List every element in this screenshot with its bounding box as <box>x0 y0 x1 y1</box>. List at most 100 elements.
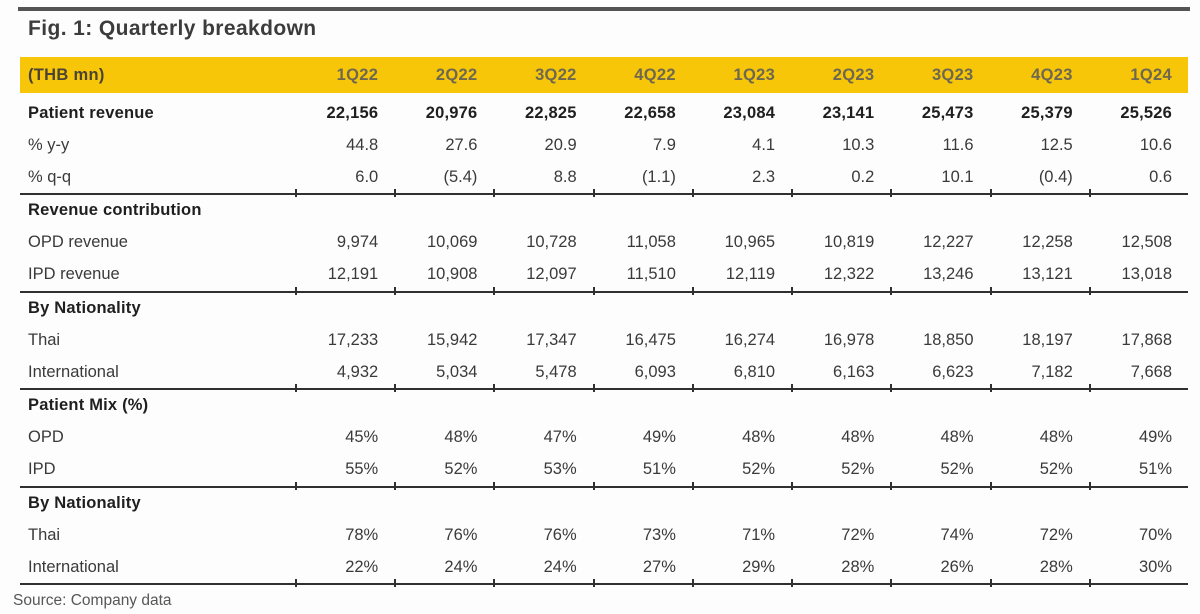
row-label: Patient revenue <box>28 104 154 122</box>
cell-value <box>394 292 493 325</box>
cell-value: (0.4) <box>989 161 1089 197</box>
cell-value: 71% <box>742 525 776 544</box>
cell-value: 16,475 <box>625 330 676 349</box>
cell-value <box>692 389 791 422</box>
cell-value: 55% <box>295 454 395 489</box>
cell-value: 48% <box>1039 428 1073 447</box>
column-header: 4Q23 <box>989 57 1089 93</box>
cell-value <box>791 292 890 325</box>
cell-value: 52% <box>691 454 792 489</box>
table-row: OPD revenue 9,974 10,069 10,728 11,058 10,965… <box>20 227 1188 260</box>
quarterly-breakdown-table-wrap: (THB mn) 1Q22 2Q22 3Q22 4Q22 1Q23 2Q23 3Q23 4Q2… <box>20 57 1188 587</box>
cell-value <box>593 194 692 227</box>
section-header-row: By Nationality <box>20 292 1188 325</box>
cell-value: 5,034 <box>394 356 494 392</box>
cell-value <box>990 389 1089 422</box>
cell-value: 52% <box>791 454 891 489</box>
cell-value: 12,191 <box>295 259 395 294</box>
cell-value <box>394 487 493 520</box>
cell-value: 23,084 <box>723 104 776 122</box>
table-row: International 4,932 5,034 5,478 6,093 6,810 6,… <box>20 356 1188 392</box>
unit-label: (THB mn) <box>20 57 295 93</box>
cell-value: 17,868 <box>1121 330 1172 349</box>
column-header: 3Q23 <box>890 57 990 93</box>
cell-value: 13,018 <box>1088 259 1188 294</box>
cell-value: 25,473 <box>921 104 974 122</box>
cell-value <box>394 389 493 422</box>
cell-value: 47% <box>543 428 577 447</box>
cell-value <box>791 487 890 520</box>
cell-value: 18,850 <box>923 330 974 349</box>
cell-value: 20,976 <box>425 104 478 122</box>
section-header-row: Revenue contribution <box>20 194 1188 227</box>
cell-value <box>295 194 394 227</box>
cell-value <box>493 194 592 227</box>
table-row: % q-q 6.0 (5.4) 8.8 (1.1) 2.3 0.2 10.1 (0.4) 0.6 <box>20 161 1188 197</box>
cell-value: 7,182 <box>989 356 1089 392</box>
cell-value <box>1089 389 1188 422</box>
cell-value: 25,526 <box>1120 104 1172 122</box>
cell-value: 12,258 <box>1022 233 1073 252</box>
column-header: 1Q24 <box>1088 57 1188 93</box>
cell-value <box>990 292 1089 325</box>
row-label: International <box>20 551 295 585</box>
row-label: By Nationality <box>28 493 141 512</box>
cell-value <box>593 487 692 520</box>
cell-value: (1.1) <box>592 161 692 197</box>
cell-value: 28% <box>791 551 891 587</box>
cell-value: 45% <box>345 428 379 447</box>
cell-value: 12,097 <box>493 259 593 294</box>
cell-value: 12,508 <box>1121 233 1172 252</box>
row-label: International <box>20 356 295 390</box>
cell-value: 16,274 <box>724 330 776 349</box>
cell-value: 70% <box>1138 525 1172 544</box>
cell-value: 10.6 <box>1139 135 1172 154</box>
cell-value: 10,069 <box>426 233 478 252</box>
cell-value <box>1089 292 1188 325</box>
cell-value: 12,322 <box>791 259 891 294</box>
cell-value: 51% <box>592 454 692 489</box>
top-rule <box>18 7 1190 11</box>
cell-value: 26% <box>890 551 990 587</box>
cell-value: 51% <box>1088 454 1188 489</box>
cell-value <box>295 292 394 325</box>
cell-value: 48% <box>444 428 478 447</box>
cell-value: 49% <box>642 428 676 447</box>
table-row: IPD 55% 52% 53% 51% 52% 52% 52% 52% 51% <box>20 454 1188 489</box>
cell-value <box>1089 194 1188 227</box>
cell-value <box>493 487 592 520</box>
cell-value: 48% <box>940 428 974 447</box>
cell-value <box>791 389 890 422</box>
row-label: Thai <box>28 330 61 349</box>
cell-value: 7.9 <box>652 135 676 154</box>
cell-value: 6.0 <box>295 161 395 197</box>
cell-value: (5.4) <box>394 161 494 197</box>
cell-value: 10.3 <box>842 135 875 154</box>
cell-value: 10.1 <box>890 161 990 197</box>
cell-value <box>890 292 989 325</box>
cell-value: 20.9 <box>544 135 577 154</box>
cell-value: 22,658 <box>624 104 676 122</box>
cell-value <box>394 194 493 227</box>
cell-value: 4,932 <box>295 356 395 392</box>
cell-value: 0.2 <box>791 161 891 197</box>
cell-value: 76% <box>543 525 577 544</box>
cell-value: 22% <box>295 551 395 587</box>
cell-value: 6,810 <box>691 356 792 392</box>
section-header-row: Patient Mix (%) <box>20 389 1188 422</box>
table-row: Thai 78% 76% 76% 73% 71% 72% 74% 72% 70% <box>20 519 1188 552</box>
cell-value: 2.3 <box>691 161 792 197</box>
row-label: Thai <box>28 525 61 544</box>
source-note: Source: Company data <box>13 592 172 609</box>
cell-value: 73% <box>642 525 676 544</box>
cell-value: 8.8 <box>493 161 593 197</box>
section-header-row: By Nationality <box>20 487 1188 520</box>
cell-value: 11,058 <box>626 233 676 252</box>
cell-value <box>692 487 791 520</box>
cell-value: 6,623 <box>890 356 990 392</box>
column-header: 2Q22 <box>394 57 494 93</box>
cell-value: 15,942 <box>426 330 478 349</box>
column-header: 1Q23 <box>691 57 792 93</box>
cell-value: 74% <box>940 525 974 544</box>
